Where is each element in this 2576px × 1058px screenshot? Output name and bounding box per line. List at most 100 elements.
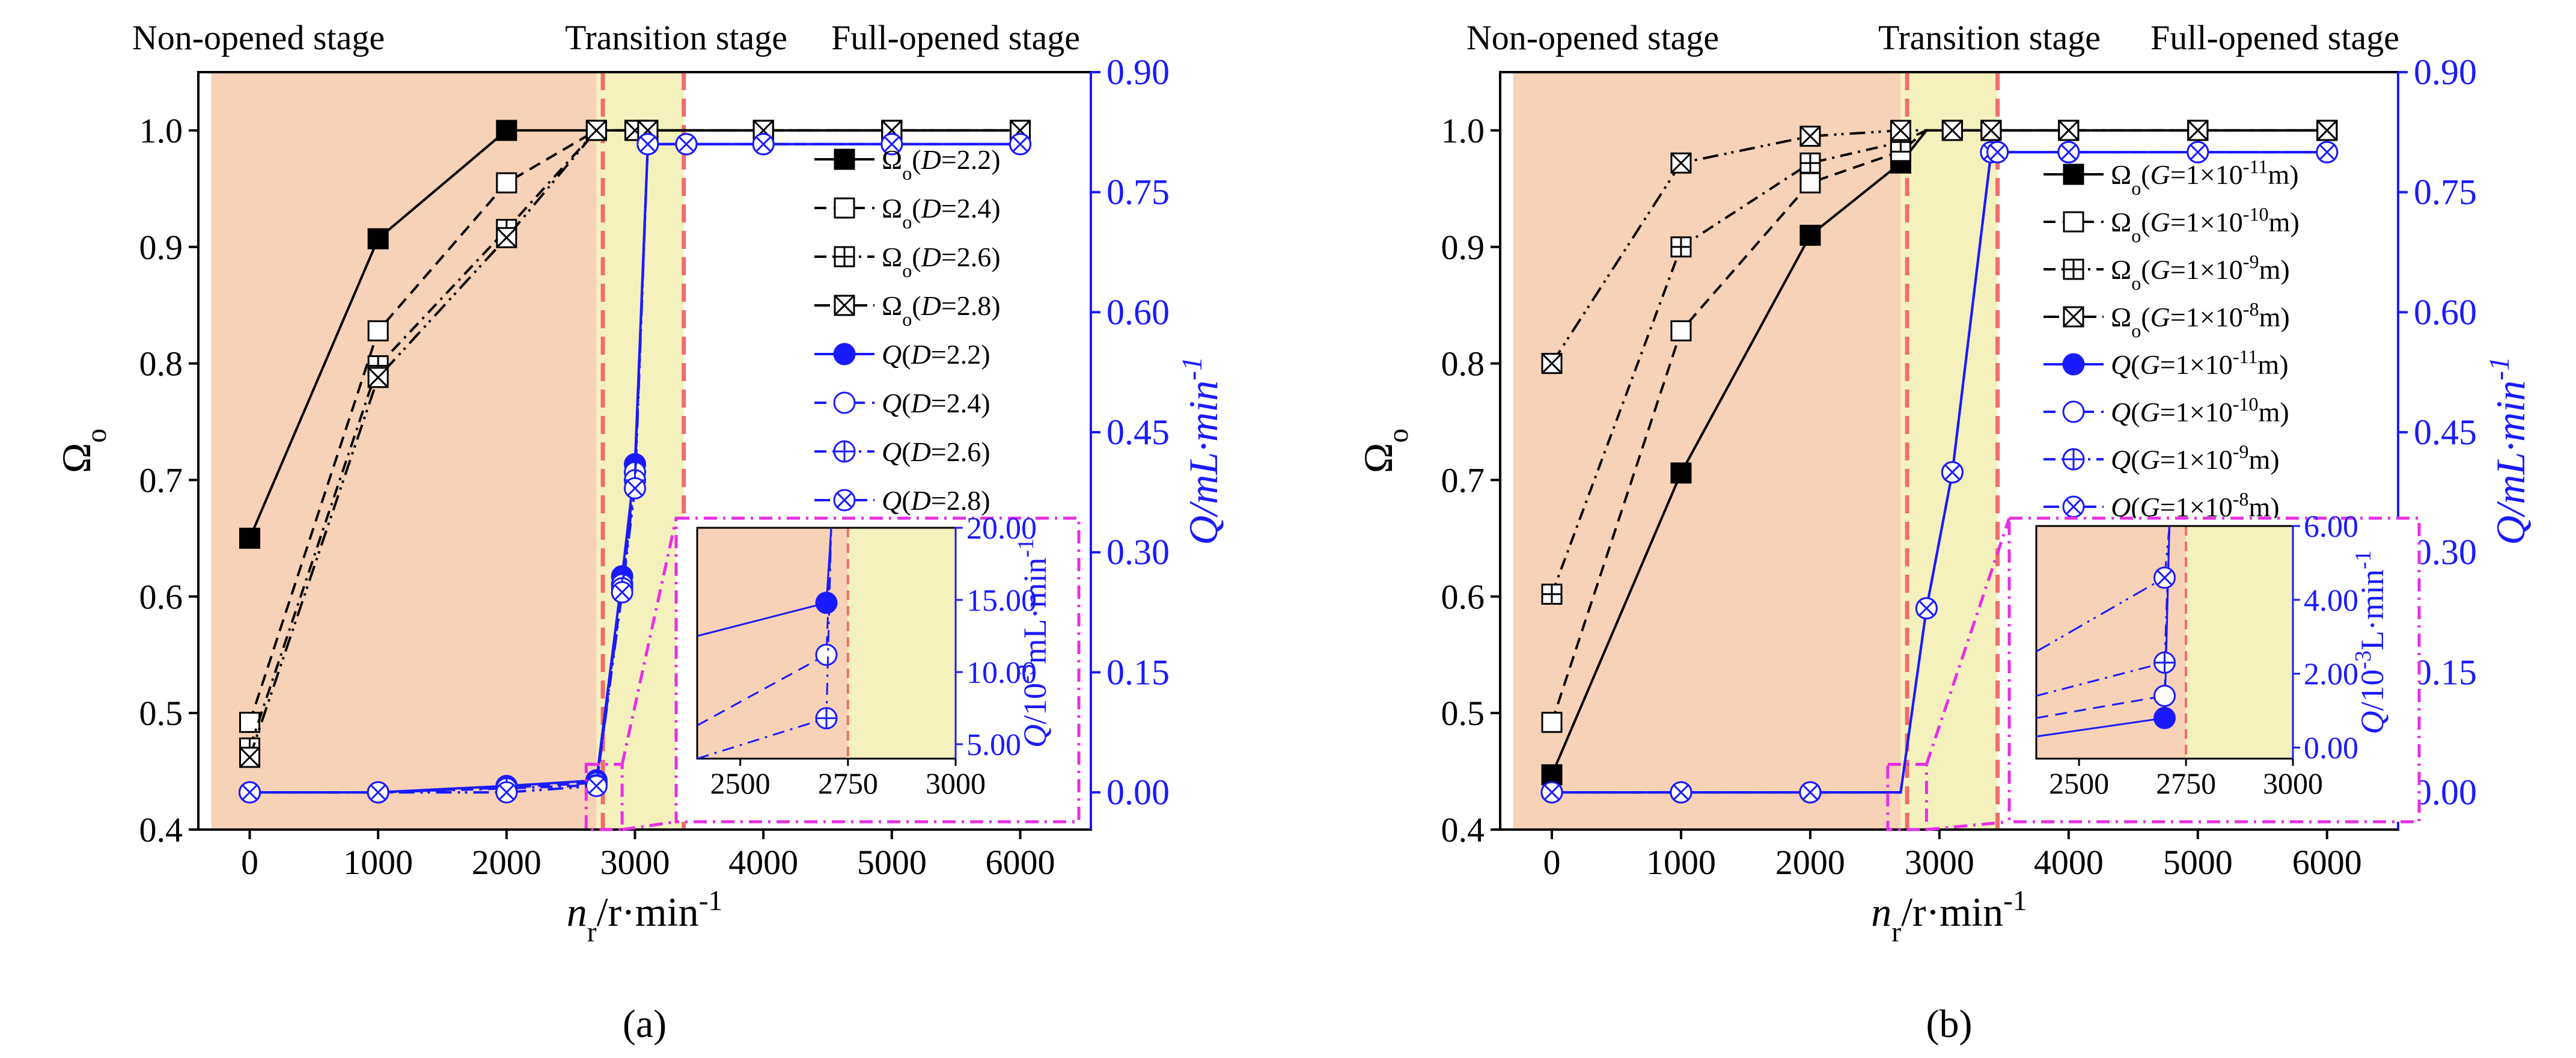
- x-tick-label: 6000: [2292, 843, 2362, 882]
- y2-tick-label: 0.30: [2414, 533, 2477, 572]
- inset-y-label-part: mL·min: [1017, 558, 1053, 664]
- y-tick-label: 0.6: [1441, 577, 1485, 616]
- y2-axis-label: Q/mL·min-1: [2484, 356, 2533, 545]
- q-point-cross: [242, 784, 258, 801]
- legend-label-part: ): [2280, 397, 2289, 427]
- transition-region: [1900, 72, 1998, 830]
- legend-label: Ωo(G=1×10-8m): [2111, 298, 2290, 341]
- legend-label: Ωo(D=2.6): [882, 242, 1001, 281]
- omega-point-cross: [1671, 237, 1691, 257]
- omega-point: [496, 172, 517, 194]
- legend-label-part: ): [981, 436, 990, 467]
- legend-label-part: Q: [882, 485, 902, 516]
- legend-label-part: o: [902, 260, 912, 281]
- panel-label: (b): [1926, 1002, 1973, 1046]
- stage-label-transition: Transition stage: [565, 18, 787, 57]
- legend-label: Q(D=2.6): [882, 436, 990, 467]
- legend-label-part: -8: [2233, 488, 2249, 510]
- legend-marker: [834, 197, 855, 219]
- x-axis-label-part: /r·min: [1901, 889, 2003, 935]
- inset-transition-region: [847, 528, 956, 759]
- y-axis-label-part: o: [1383, 429, 1414, 443]
- zoom-connector: [621, 820, 677, 831]
- legend-label-part: =: [941, 242, 957, 272]
- stage-label-full-opened: Full-opened stage: [2150, 18, 2399, 57]
- non-opened-region: [1513, 72, 1901, 830]
- inset-q-point: [2153, 706, 2176, 729]
- legend-label-part: G: [2140, 397, 2160, 427]
- legend-label-part: o: [2131, 177, 2141, 199]
- inset-y-label-part: -1: [2351, 551, 2376, 570]
- inset-series-3: [697, 527, 838, 760]
- inset-y-label-part: Q: [1017, 724, 1053, 748]
- y-tick-label: 0.8: [1441, 344, 1485, 384]
- omega-point: [1799, 224, 1821, 246]
- legend-label-part: (: [902, 339, 911, 370]
- legend-label-part: Ω: [2111, 302, 2131, 332]
- legend-label-part: =: [941, 193, 957, 224]
- legend-label-part: ): [991, 242, 1000, 272]
- x-axis-label-part: -1: [699, 885, 723, 917]
- y-tick-label: 0.8: [139, 344, 183, 384]
- y2-tick-label: 0.60: [2414, 292, 2477, 332]
- legend-label: Ωo(G=1×10-9m): [2111, 251, 2290, 294]
- y2-tick-label: 0.00: [1106, 772, 1170, 812]
- legend-marker: [833, 343, 856, 365]
- x-tick-label: 6000: [985, 843, 1055, 882]
- legend-marker: [2062, 400, 2085, 423]
- x-tick-label: 2000: [1775, 843, 1845, 882]
- legend-label-part: (: [2141, 254, 2150, 285]
- legend-marker: [2062, 353, 2085, 376]
- inset-q-point: [815, 592, 838, 614]
- legend-label-part: Q: [882, 436, 902, 467]
- legend-label-part: m: [2268, 159, 2289, 190]
- legend-marker-cross: [836, 492, 853, 509]
- legend-label-part: Q: [882, 339, 902, 370]
- inset-y-tick-label: 0.00: [2304, 732, 2358, 766]
- inset-q-point: [2153, 685, 2176, 708]
- y-tick-label: 0.5: [1441, 694, 1485, 733]
- inset-y-tick-label: 4.00: [2304, 584, 2358, 618]
- y2-tick-label: 0.15: [2414, 652, 2477, 692]
- omega-point-cross: [2058, 120, 2079, 141]
- inset-y-label-part: -1: [1013, 539, 1039, 558]
- legend-marker-cross: [834, 441, 855, 462]
- y2-tick-label: 0.15: [1106, 652, 1170, 692]
- legend-label-part: Ω: [882, 242, 902, 272]
- inset-y-label-part: /10: [1017, 683, 1053, 724]
- q-point-cross: [884, 136, 900, 152]
- legend-label-part: =: [2160, 349, 2176, 380]
- legend-label-part: =: [931, 339, 947, 370]
- omega-point-cross: [1800, 153, 1820, 173]
- omega-point-cross: [496, 227, 517, 248]
- legend-label-part: (: [912, 144, 921, 175]
- legend-label-part: =: [941, 144, 957, 175]
- x-tick-label: 0: [1543, 843, 1560, 882]
- legend-label-part: Ω: [2111, 159, 2131, 190]
- legend-marker-cross: [835, 247, 854, 266]
- legend-label-part: ): [2270, 444, 2279, 475]
- legend-label-part: -10: [2243, 203, 2269, 225]
- legend-label: Q(D=2.8): [882, 485, 990, 516]
- legend-label-part: D: [921, 144, 941, 175]
- zoom-connector: [1925, 518, 2011, 765]
- q-point-cross: [1989, 144, 2006, 161]
- legend-label-part: m: [2259, 302, 2281, 332]
- legend-label-part: Q: [2111, 397, 2131, 427]
- x-tick-label: 0: [241, 843, 258, 882]
- legend-label-part: (: [912, 193, 921, 224]
- omega-point-cross: [1980, 120, 2001, 141]
- y-tick-label: 0.9: [139, 228, 183, 267]
- x-tick-label: 1000: [1646, 843, 1716, 882]
- legend-label-part: (: [2131, 492, 2140, 522]
- legend-label-part: =: [931, 436, 947, 467]
- omega-point-cross: [368, 367, 389, 388]
- legend-label-part: -11: [2243, 156, 2268, 177]
- q-point-cross: [614, 584, 630, 601]
- legend-label: Ωo(D=2.2): [882, 144, 1001, 184]
- omega-point-cross: [1942, 120, 1963, 141]
- y2-tick-label: 0.75: [2414, 173, 2477, 212]
- legend-label-part: (: [2141, 207, 2150, 237]
- legend-marker-cross: [2064, 260, 2083, 279]
